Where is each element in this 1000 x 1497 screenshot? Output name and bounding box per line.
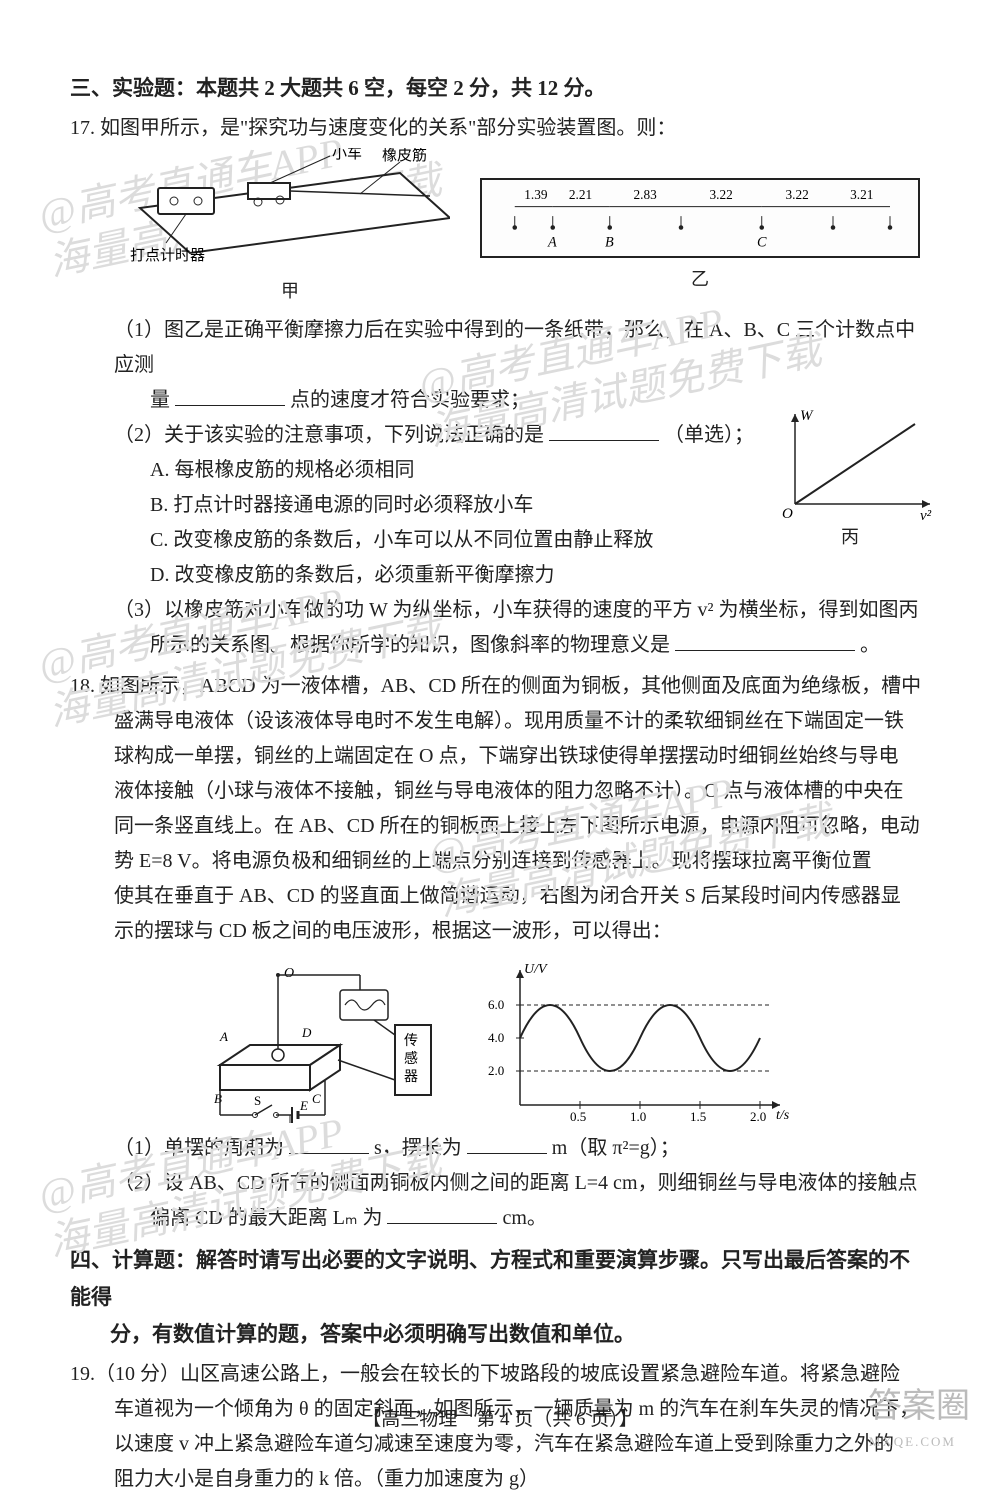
q18-stem-line: 球构成一单摆，铜丝的上端固定在 O 点，下端穿出铁球使得单摆摆动时细铜丝始终与导… [70,739,930,774]
footer-url: MXQE.COM [869,1431,956,1454]
figure-bing-caption: 丙 [770,522,930,554]
q17-part1-prefix: 量 [150,389,170,411]
svg-text:0.5: 0.5 [570,1109,586,1124]
blank-field[interactable] [549,419,659,441]
question-17: 17. 如图甲所示，是"探究功与速度变化的关系"部分实验装置图。则： [70,111,930,664]
q18-part1-b: s，摆长为 [374,1137,462,1159]
svg-text:E: E [299,1098,308,1113]
figure-jia-caption: 甲 [130,276,450,308]
q17-option-a: A. 每根橡皮筋的规格必须相同 [70,453,770,488]
figure-yi: 1.39 2.21 2.83 3.22 3.22 3.21 A B C 乙 [480,148,920,296]
svg-text:1.0: 1.0 [630,1109,646,1124]
q18-part1-c: m（取 π²=g）； [552,1137,680,1159]
svg-text:2.0: 2.0 [488,1063,504,1078]
q18-stem-line: 示的摆球与 CD 板之间的电压波形，根据这一波形，可以得出： [70,914,930,949]
svg-text:C: C [757,234,767,250]
q17-part1-line1: （1）图乙是正确平衡摩擦力后在实验中得到的一条纸带，那么，在 A、B、C 三个计… [70,313,930,383]
section4-header-line1: 四、计算题：解答时请写出必要的文字说明、方程式和重要演算步骤。只写出最后答案的不… [70,1242,930,1316]
blank-field[interactable] [467,1132,547,1154]
svg-text:2.83: 2.83 [634,187,658,202]
q18-stem-line: 如图所示，ABCD 为一液体槽，AB、CD 所在的侧面为铜板，其他侧面及底面为绝… [100,675,921,697]
svg-text:A: A [547,234,557,250]
svg-text:4.0: 4.0 [488,1030,504,1045]
q17-part3-line2: 所示的关系图。根据你所学的知识，图像斜率的物理意义是 [150,634,670,656]
svg-text:A: A [219,1029,228,1044]
q18-part1-a: （1）单摆的周期为 [114,1137,284,1159]
q18-stem-line: 液体接触（小球与液体不接触，铜丝与导电液体的阻力忽略不计）。O 点与液体槽的中央… [70,774,930,809]
q18-part2-prefix: 偏离 CD 的最大距离 Lₘ 为 [150,1207,382,1229]
q17-part2-suffix: （单选）； [664,424,754,446]
svg-text:O: O [782,506,793,522]
figure-yi-caption: 乙 [480,264,920,296]
svg-text:v²: v² [920,508,932,524]
q19-stem-line: 阻力大小是自身重力的 k 倍。（重力加速度为 g） [70,1462,930,1497]
label-car: 小车 [332,148,362,162]
figure-circuit: O A D B C S E [200,955,440,1125]
q17-number: 17. [70,117,95,139]
svg-text:O: O [284,966,294,981]
svg-text:W: W [800,408,814,424]
q17-part2-text: （2）关于该实验的注意事项，下列说法正确的是 [114,424,544,446]
svg-text:1.39: 1.39 [524,187,548,202]
q17-part3-period: 。 [860,634,880,656]
q18-part2-suffix: cm。 [502,1207,546,1229]
q17-stem: 如图甲所示，是"探究功与速度变化的关系"部分实验装置图。则： [100,117,676,139]
q17-option-c: C. 改变橡皮筋的条数后，小车可以从不同位置由静止释放 [70,523,770,558]
svg-text:1.5: 1.5 [690,1109,706,1124]
q18-number: 18. [70,675,95,697]
figure-bing: W v² O 丙 [770,418,930,554]
blank-field[interactable] [175,384,285,406]
svg-text:B: B [605,234,614,250]
q18-stem-line: 势 E=8 V。将电源负极和细铜丝的上端点分别连接到传感器上。现将摆球拉离平衡位… [70,844,930,879]
figure-waveform: U/V t/s 6.0 4.0 2.0 0.5 1.0 1.5 [480,955,800,1125]
svg-text:D: D [301,1025,312,1040]
label-timer: 打点计时器 [130,247,205,264]
blank-field[interactable] [387,1202,497,1224]
footer-watermark: 答案圈 [868,1377,970,1437]
question-18: 18. 如图所示，ABCD 为一液体槽，AB、CD 所在的侧面为铜板，其他侧面及… [70,669,930,1236]
q19-stem-line: 19.（10 分）山区高速公路上，一般会在较长的下坡路段的坡底设置紧急避险车道。… [70,1357,930,1392]
q17-option-d: D. 改变橡皮筋的条数后，必须重新平衡摩擦力 [70,558,770,593]
figure-jia: 小车 橡皮筋 打点计时器 甲 [130,148,450,308]
q18-stem-line: 使其在垂直于 AB、CD 的竖直面上做简谐运动，右图为闭合开关 S 后某段时间内… [70,879,930,914]
q18-part2-line1: （2）设 AB、CD 所在的侧面两铜板内侧之间的距离 L=4 cm，则细铜丝与导… [70,1166,930,1201]
svg-text:3.22: 3.22 [786,187,809,202]
svg-text:C: C [312,1091,321,1106]
svg-text:2.21: 2.21 [569,187,592,202]
svg-text:传: 传 [404,1033,418,1049]
q18-stem-line: 同一条竖直线上。在 AB、CD 所在的铜板面上接上左下图所示电源，电源内阻可忽略… [70,809,930,844]
q17-part3-line1: （3）以橡皮筋对小车做的功 W 为纵坐标，小车获得的速度的平方 v² 为横坐标，… [70,593,930,628]
blank-field[interactable] [289,1132,369,1154]
section4-header-line2: 分，有数值计算的题，答案中必须明确写出数值和单位。 [70,1316,930,1353]
svg-text:感: 感 [404,1050,418,1067]
svg-text:3.22: 3.22 [710,187,733,202]
svg-text:3.21: 3.21 [850,187,873,202]
blank-field[interactable] [675,629,855,651]
svg-text:U/V: U/V [524,962,548,977]
svg-text:t/s: t/s [776,1108,790,1123]
page-footer: 【高三物理 第 4 页（共 6 页）】 [0,1403,1000,1436]
label-band: 橡皮筋 [382,148,427,164]
svg-text:B: B [214,1091,222,1106]
section3-header: 三、实验题：本题共 2 大题共 6 空，每空 2 分，共 12 分。 [70,70,930,107]
q17-option-b: B. 打点计时器接通电源的同时必须释放小车 [70,488,770,523]
svg-text:2.0: 2.0 [750,1109,766,1124]
q17-part1-suffix: 点的速度才符合实验要求； [290,389,530,411]
q18-stem-line: 盛满导电液体（设该液体导电时不发生电解）。现用质量不计的柔软细铜丝在下端固定一铁 [70,704,930,739]
svg-text:S: S [254,1093,261,1108]
svg-text:6.0: 6.0 [488,997,504,1012]
svg-text:器: 器 [404,1070,418,1085]
